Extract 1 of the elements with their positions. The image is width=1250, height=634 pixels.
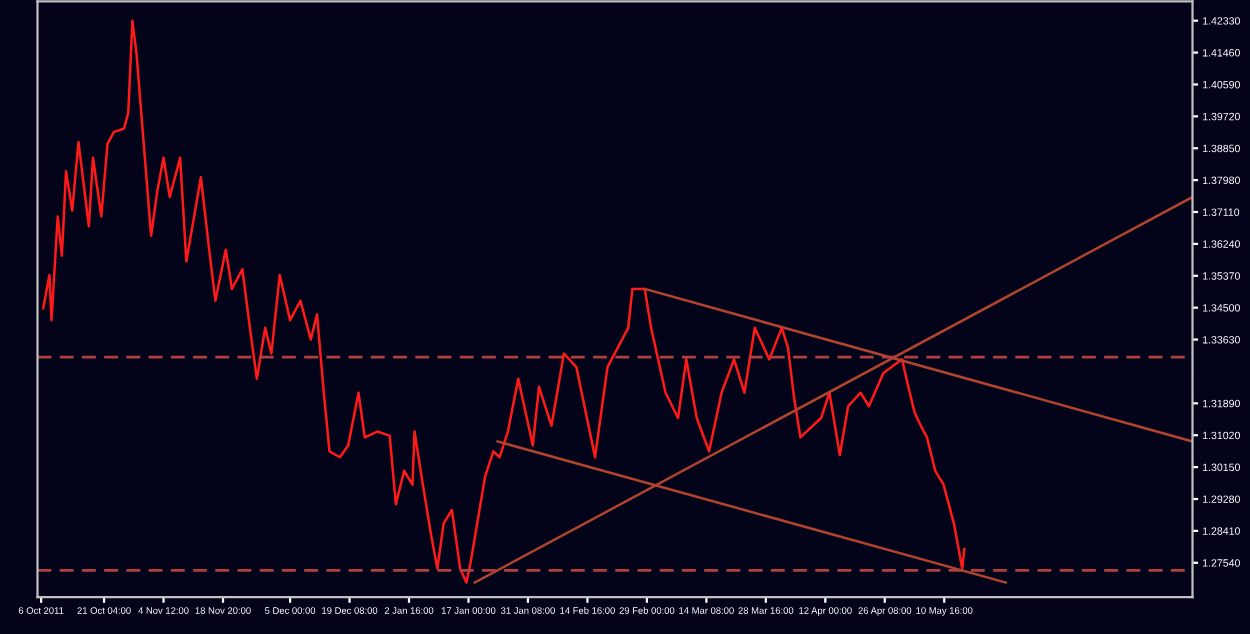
line-series bbox=[41, 19, 966, 584]
